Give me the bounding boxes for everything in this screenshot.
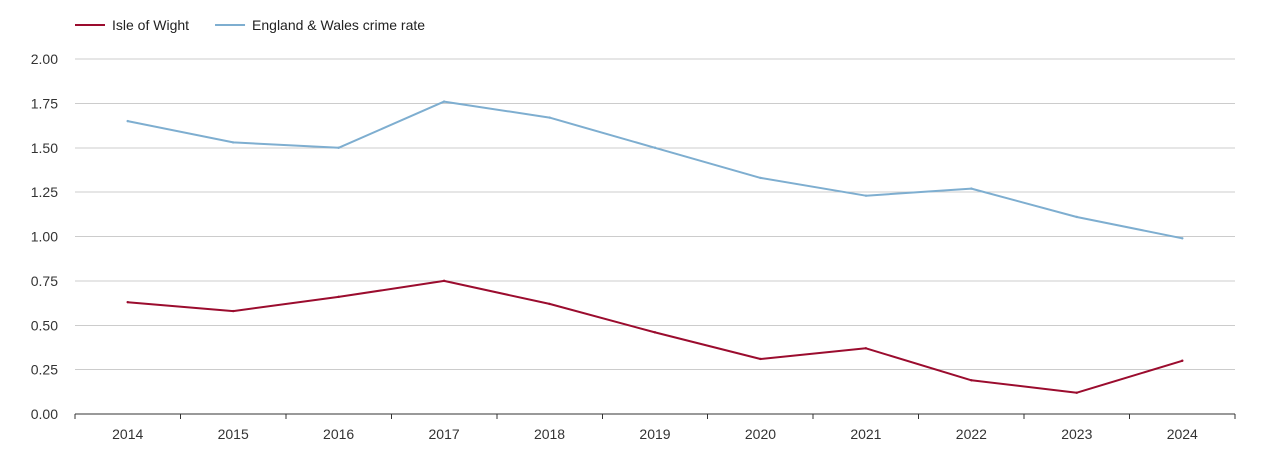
- y-axis: 0.00 0.25 0.50 0.75 1.00 1.25 1.50 1.75 2.00: [31, 51, 58, 422]
- data-point: [1075, 215, 1079, 219]
- data-point: [548, 302, 551, 306]
- legend-item[interactable]: Isle of Wight: [75, 17, 189, 33]
- x-tick-label: 2023: [1061, 426, 1092, 442]
- gridlines: [75, 58, 1235, 415]
- series-line-0: [126, 279, 1184, 394]
- data-point: [1181, 359, 1184, 362]
- data-point: [126, 300, 129, 304]
- y-tick-label: 1.25: [31, 184, 58, 200]
- x-tick-label: 2016: [323, 426, 354, 442]
- data-point: [653, 146, 657, 149]
- data-point: [231, 309, 235, 313]
- y-tick-label: 0.25: [31, 362, 58, 378]
- y-tick-label: 0.50: [31, 317, 58, 333]
- legend-label: England & Wales crime rate: [252, 17, 425, 33]
- y-tick-label: 1.50: [31, 140, 58, 156]
- y-tick-label: 1.75: [31, 95, 58, 111]
- legend-label: Isle of Wight: [112, 17, 189, 33]
- x-tick-label: 2020: [745, 426, 776, 442]
- data-point: [1075, 391, 1079, 394]
- x-tick-label: 2018: [534, 426, 565, 442]
- legend: Isle of Wight England & Wales crime rate: [75, 17, 425, 33]
- data-point: [1181, 237, 1184, 240]
- series-line-1: [126, 100, 1184, 240]
- y-tick-label: 0.75: [31, 273, 58, 289]
- data-point: [548, 116, 551, 119]
- data-point: [442, 279, 446, 283]
- data-point: [337, 295, 340, 299]
- x-tick-label: 2015: [218, 426, 249, 442]
- data-point: [653, 331, 657, 334]
- data-point: [970, 187, 973, 190]
- series-lines: [126, 100, 1184, 394]
- data-point: [864, 194, 868, 197]
- data-point: [759, 176, 762, 180]
- y-tick-label: 0.00: [31, 406, 58, 422]
- x-tick-label: 2021: [850, 426, 881, 442]
- data-point: [442, 100, 446, 103]
- data-point: [231, 141, 235, 144]
- x-axis: 2014 2015 2016 2017 2018 2019 2020 2021 2022 2023…: [74, 414, 1236, 442]
- data-point: [864, 347, 868, 350]
- data-point: [759, 357, 762, 361]
- x-tick-label: 2014: [112, 426, 143, 442]
- x-tick-label: 2022: [956, 426, 987, 442]
- data-point: [337, 146, 340, 149]
- y-tick-label: 2.00: [31, 51, 58, 67]
- legend-item[interactable]: England & Wales crime rate: [215, 17, 425, 33]
- x-tick-label: 2024: [1167, 426, 1198, 442]
- x-tick-label: 2017: [429, 426, 460, 442]
- data-point: [970, 379, 973, 382]
- x-tick-label: 2019: [639, 426, 670, 442]
- y-tick-label: 1.00: [31, 229, 58, 245]
- data-point: [126, 119, 129, 123]
